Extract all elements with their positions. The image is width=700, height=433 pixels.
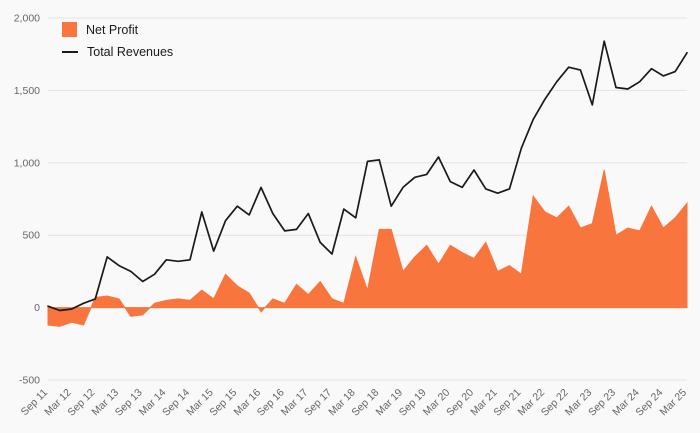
legend-item-net-profit[interactable]: Net Profit [62,22,173,37]
total-revenues-line[interactable] [47,40,688,312]
legend: Net Profit Total Revenues [62,22,173,59]
total-revenues-line-icon [62,51,78,53]
y-axis-tick-label: -500 [19,375,40,387]
y-axis-tick-label: 500 [22,230,40,242]
y-axis-tick-label: 1,500 [14,85,40,97]
net-profit-swatch-icon [62,22,77,37]
y-axis-tick-label: 1,000 [14,157,40,169]
legend-item-total-revenues[interactable]: Total Revenues [62,45,173,59]
net-profit-area[interactable] [47,169,688,327]
y-axis-tick-label: 0 [34,302,40,314]
y-axis-tick-label: 2,000 [14,13,40,25]
legend-label-net-profit: Net Profit [86,22,139,37]
x-axis-tick-label: Mar 25 [658,387,690,419]
legend-label-total-revenues: Total Revenues [87,45,174,59]
